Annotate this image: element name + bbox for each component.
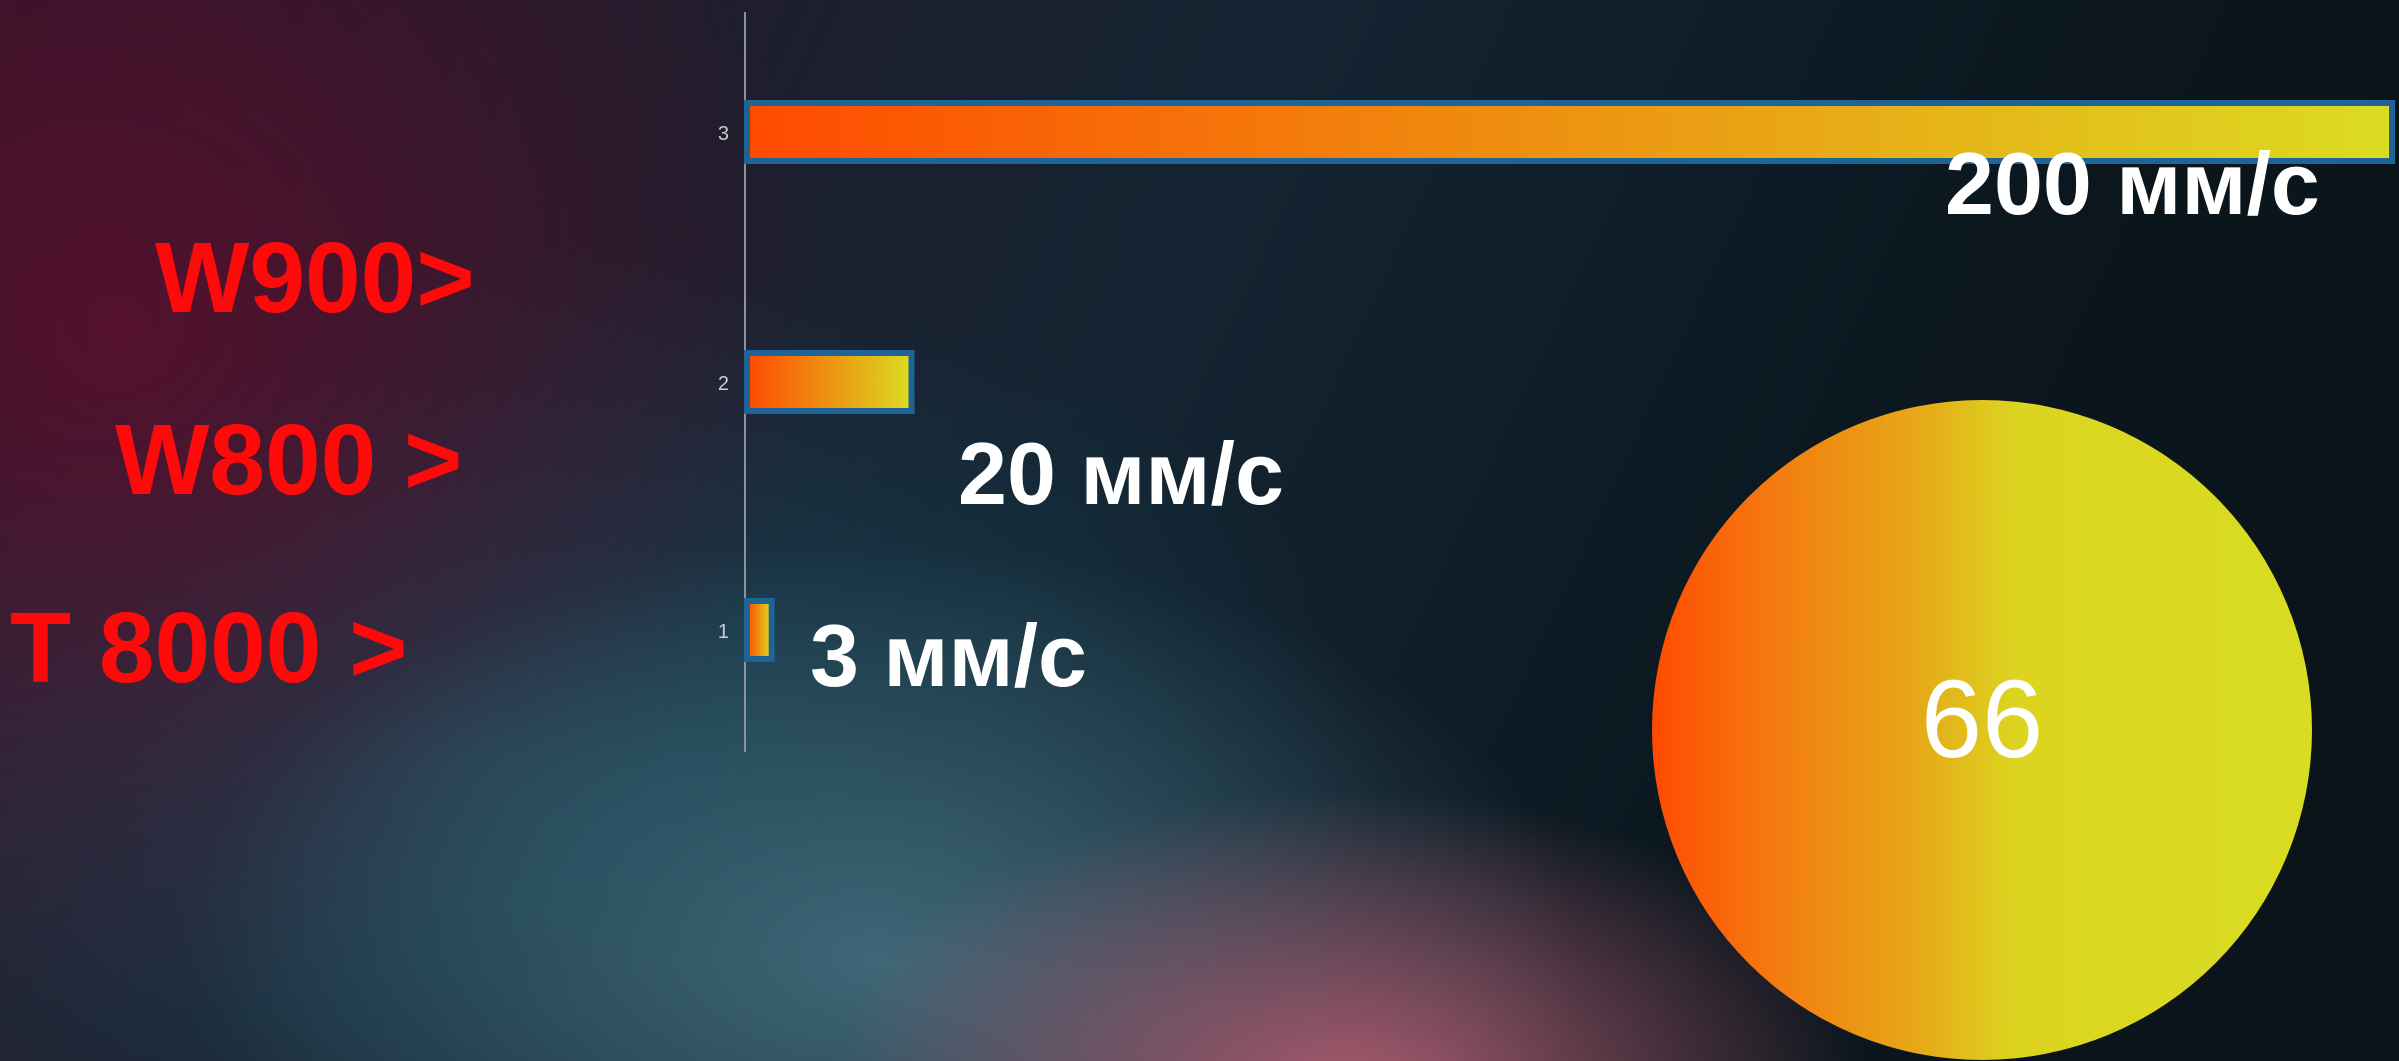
y-tick-label-1: 1 bbox=[718, 621, 729, 643]
product-label-t8000: T 8000 > bbox=[10, 592, 408, 704]
y-tick-label-3: 3 bbox=[718, 123, 729, 145]
bar-1 bbox=[744, 598, 775, 662]
y-tick-label-2: 2 bbox=[718, 373, 729, 395]
bar-2 bbox=[744, 350, 915, 414]
bar-value-label-1: 3 мм/с bbox=[810, 606, 1087, 705]
product-label-w900: W900> bbox=[155, 222, 475, 334]
score-value: 66 bbox=[1920, 658, 2044, 781]
bar-value-label-2: 20 мм/с bbox=[958, 424, 1284, 523]
product-label-w800: W800 > bbox=[115, 404, 463, 516]
score-circle: 66 bbox=[1652, 400, 2312, 1060]
bar-value-label-3: 200 мм/с bbox=[1945, 134, 2320, 233]
bar-3 bbox=[744, 100, 2395, 164]
